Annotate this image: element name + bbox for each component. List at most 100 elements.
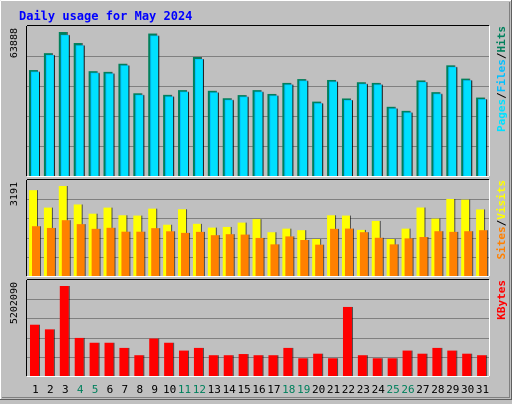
x-tick-label: 17 (267, 383, 280, 396)
x-tick-label: 22 (342, 383, 355, 396)
legend-entry: / (495, 52, 508, 59)
bar-pages (359, 84, 368, 176)
bar-kbytes (104, 342, 115, 376)
bar-kbytes (313, 353, 324, 376)
bar-pages-fill (121, 66, 129, 176)
bar-sites-fill (449, 231, 458, 276)
bar-pages-fill (449, 67, 457, 176)
bar-pages-fill (479, 99, 487, 176)
x-tick-label: 27 (416, 383, 429, 396)
bar-pages (32, 72, 40, 176)
bar-sites-fill (61, 220, 70, 276)
bar-kbytes-fill (164, 342, 174, 376)
bar-pages-fill (195, 59, 203, 176)
bar-sites-fill (76, 224, 85, 276)
bar-kbytes (238, 354, 249, 376)
bar-pages (46, 55, 55, 176)
bar-sites-fill (374, 237, 383, 276)
bar-sites (449, 231, 459, 276)
bar-pages (479, 99, 488, 176)
x-tick-label: 28 (431, 383, 444, 396)
bar-kbytes (387, 358, 398, 376)
bar-sites-fill (315, 244, 324, 276)
bar-pages (136, 95, 145, 176)
bar-sites-fill (195, 231, 204, 276)
bar-pages (210, 93, 219, 176)
bar-sites-fill (300, 240, 309, 276)
bar-pages (344, 100, 353, 176)
legend-entry: / (495, 92, 508, 99)
bar-pages-fill (344, 100, 352, 176)
bar-sites-fill (151, 228, 160, 276)
bar-pages (419, 82, 428, 176)
legend-entry: Files (495, 59, 508, 92)
bar-kbytes-fill (328, 358, 338, 376)
bar-pages (434, 94, 443, 176)
legend-entry: KBytes (495, 280, 508, 320)
x-tick-label: 13 (208, 383, 221, 396)
y-max-label-kbytes: 5202090 (9, 282, 20, 324)
bar-sites (61, 220, 71, 276)
bar-pages-fill (300, 81, 308, 176)
bar-sites-fill (285, 236, 294, 276)
bar-kbytes-fill (44, 329, 54, 376)
bar-kbytes (298, 358, 309, 376)
bar-kbytes-fill (417, 353, 427, 376)
y-max-label-visits: 3191 (9, 182, 20, 206)
bar-kbytes-fill (387, 358, 397, 376)
y-max-label-hits: 63888 (9, 28, 20, 58)
bar-pages (195, 59, 204, 176)
x-tick-label: 14 (223, 383, 237, 396)
bar-kbytes (89, 342, 100, 376)
x-tick-label: 20 (312, 383, 325, 396)
bar-kbytes (477, 355, 488, 376)
bar-kbytes (372, 358, 383, 376)
bar-pages (76, 45, 85, 177)
bar-kbytes (44, 329, 55, 376)
legend-kbytes: KBytes (495, 280, 508, 320)
bar-pages-fill (419, 82, 427, 176)
bar-kbytes-fill (298, 358, 308, 376)
legend-entry: Hits (495, 26, 508, 53)
legend-entry: Sites (495, 226, 508, 259)
bar-pages (61, 35, 70, 176)
bar-pages-fill (285, 85, 293, 176)
bar-kbytes-fill (149, 338, 159, 376)
bar-sites (181, 232, 191, 276)
bar-kbytes (328, 358, 339, 376)
bar-sites (464, 231, 474, 276)
bar-sites-fill (464, 231, 473, 276)
bar-sites-fill (210, 235, 219, 276)
bar-sites-fill (136, 231, 145, 276)
bar-kbytes-fill (89, 342, 99, 376)
bar-kbytes-fill (74, 337, 84, 376)
chart-panels: 63888Pages/Files/Hits3191Sites/Visits520… (9, 25, 508, 396)
bar-kbytes-fill (357, 355, 367, 376)
bar-kbytes (59, 286, 70, 376)
bar-pages (464, 80, 473, 176)
bar-sites-fill (121, 231, 130, 276)
bar-sites (344, 228, 354, 276)
bar-kbytes-fill (119, 347, 129, 376)
bar-kbytes-fill (447, 350, 457, 376)
bar-pages-fill (270, 96, 278, 176)
bar-sites-fill (91, 228, 100, 276)
bar-pages-fill (225, 100, 233, 176)
bar-sites (270, 244, 280, 276)
bar-kbytes (134, 355, 145, 376)
bar-pages-fill (210, 93, 218, 176)
x-tick-label: 12 (193, 383, 206, 396)
x-tick-label: 11 (178, 383, 191, 396)
bar-sites-fill (270, 244, 279, 276)
bar-kbytes-fill (253, 355, 263, 376)
bar-kbytes (208, 355, 219, 376)
bar-sites (210, 235, 220, 276)
bar-kbytes-fill (342, 306, 352, 376)
x-tick-label: 19 (297, 383, 310, 396)
bar-pages-fill (315, 103, 323, 176)
x-tick-label: 31 (476, 383, 489, 396)
bar-sites (419, 237, 429, 276)
bar-sites (374, 237, 384, 276)
bar-pages (374, 85, 383, 176)
bar-sites (225, 234, 235, 276)
